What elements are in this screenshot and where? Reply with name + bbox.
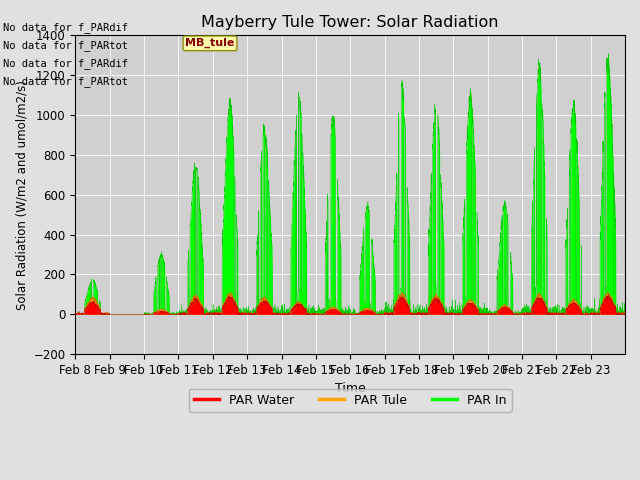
Legend: PAR Water, PAR Tule, PAR In: PAR Water, PAR Tule, PAR In (189, 389, 511, 412)
Title: Mayberry Tule Tower: Solar Radiation: Mayberry Tule Tower: Solar Radiation (202, 15, 499, 30)
X-axis label: Time: Time (335, 383, 365, 396)
Text: MB_tule: MB_tule (186, 38, 235, 48)
Text: No data for f_PARtot: No data for f_PARtot (3, 40, 128, 51)
Text: No data for f_PARtot: No data for f_PARtot (3, 76, 128, 87)
Y-axis label: Solar Radiation (W/m2 and umol/m2/s): Solar Radiation (W/m2 and umol/m2/s) (15, 80, 28, 310)
Text: No data for f_PARdif: No data for f_PARdif (3, 58, 128, 69)
Text: No data for f_PARdif: No data for f_PARdif (3, 22, 128, 33)
